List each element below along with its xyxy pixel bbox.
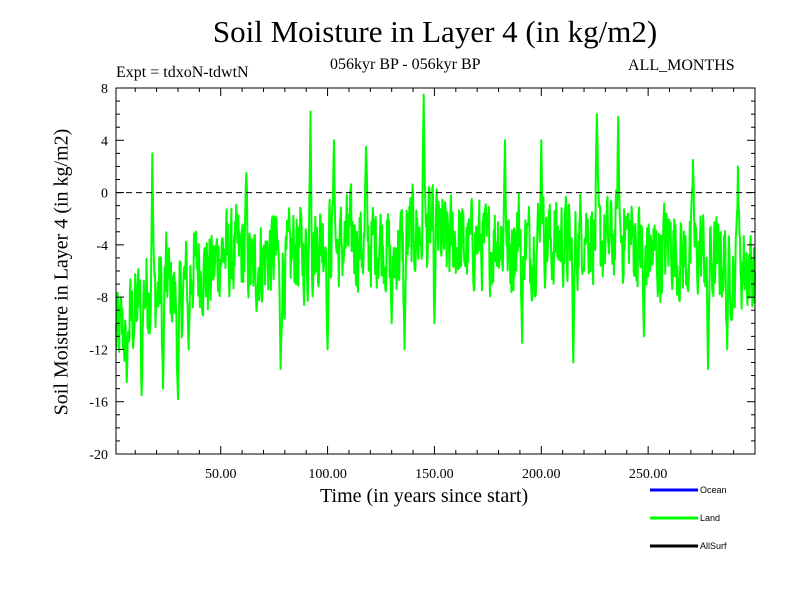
- y-tick-label: 0: [101, 187, 108, 202]
- legend-label-allsurf: AllSurf: [700, 541, 727, 551]
- period-label: ALL_MONTHS: [628, 57, 735, 74]
- x-tick-label: 200.00: [522, 467, 561, 482]
- legend-label-land: Land: [700, 513, 720, 523]
- chart-subtitle: 056kyr BP - 056kyr BP: [330, 56, 481, 73]
- chart-title: Soil Moisture in Layer 4 (in kg/m2): [212, 14, 658, 49]
- y-tick-label: 4: [101, 134, 108, 149]
- y-tick-label: -20: [89, 448, 108, 463]
- legend-label-ocean: Ocean: [700, 485, 727, 495]
- x-tick-label: 150.00: [415, 467, 454, 482]
- x-tick-label: 100.00: [308, 467, 347, 482]
- x-tick-label: 50.00: [205, 467, 237, 482]
- y-tick-label: -16: [89, 396, 108, 411]
- x-axis-label: Time (in years since start): [320, 485, 529, 507]
- legend: Ocean Land AllSurf: [650, 485, 727, 551]
- plot-area: [115, 93, 756, 401]
- y-tick-label: -4: [96, 239, 108, 254]
- y-tick-label: 8: [101, 82, 108, 97]
- land-series-line: [115, 93, 756, 401]
- experiment-label: Expt = tdxoN-tdwtN: [116, 64, 249, 81]
- x-tick-label: 250.00: [629, 467, 668, 482]
- y-tick-label: -8: [96, 291, 108, 306]
- axes: 8 4 0 -4 -8 -12 -16 -20 50.00 100.00 150.00 200.00 2…: [89, 82, 756, 482]
- y-tick-label: -12: [89, 343, 108, 358]
